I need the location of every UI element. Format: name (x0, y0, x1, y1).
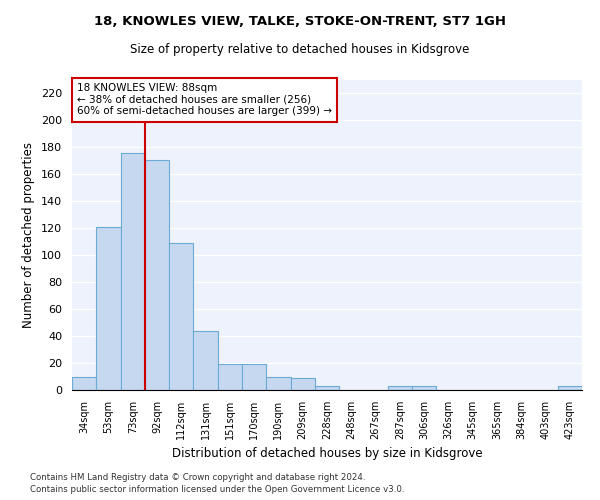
Bar (169, 243, 193, 390)
Bar (145, 160, 169, 390)
Y-axis label: Number of detached properties: Number of detached properties (22, 142, 35, 328)
Bar (266, 376, 290, 390)
Text: 18 KNOWLES VIEW: 88sqm
← 38% of detached houses are smaller (256)
60% of semi-de: 18 KNOWLES VIEW: 88sqm ← 38% of detached… (77, 83, 332, 116)
Text: 18, KNOWLES VIEW, TALKE, STOKE-ON-TRENT, ST7 1GH: 18, KNOWLES VIEW, TALKE, STOKE-ON-TRENT,… (94, 15, 506, 28)
Text: Contains public sector information licensed under the Open Government Licence v3: Contains public sector information licen… (30, 485, 404, 494)
Bar (558, 386, 582, 390)
Bar (218, 364, 242, 390)
Bar (388, 386, 412, 390)
Text: Size of property relative to detached houses in Kidsgrove: Size of property relative to detached ho… (130, 42, 470, 56)
Bar (315, 386, 339, 390)
Bar (290, 378, 315, 390)
Bar (193, 330, 218, 390)
Text: Contains HM Land Registry data © Crown copyright and database right 2024.: Contains HM Land Registry data © Crown c… (30, 472, 365, 482)
X-axis label: Distribution of detached houses by size in Kidsgrove: Distribution of detached houses by size … (172, 448, 482, 460)
Bar (121, 153, 145, 390)
Bar (72, 376, 96, 390)
Bar (96, 227, 121, 390)
Bar (412, 386, 436, 390)
Bar (242, 364, 266, 390)
